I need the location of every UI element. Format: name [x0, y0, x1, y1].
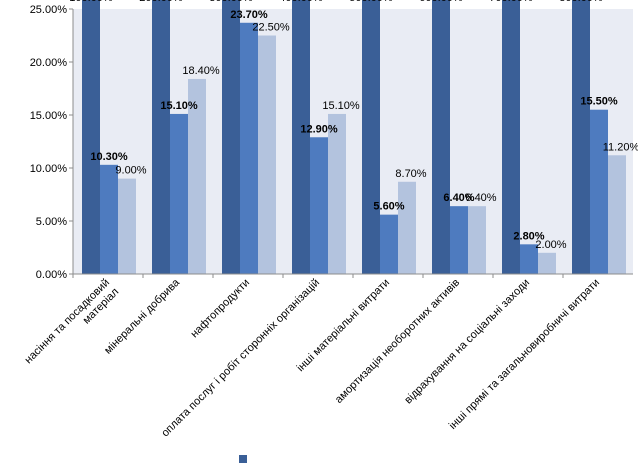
bar-data-label: 700.00% [489, 0, 533, 4]
bar [572, 0, 590, 274]
y-tick-label: 10.00% [30, 163, 68, 175]
bar [590, 109, 608, 274]
bar [328, 113, 346, 274]
category-label: оплата послуг і робіт сторонніх організа… [159, 277, 322, 440]
bar [398, 181, 416, 274]
bar-data-label: 400.00% [279, 0, 323, 4]
bar [82, 0, 100, 274]
bar-data-label: 600.00% [419, 0, 463, 4]
bar [152, 0, 170, 274]
bar [258, 35, 276, 274]
category-label: відрахування на соціальні заходи [402, 277, 532, 407]
bar [310, 137, 328, 274]
bar-data-label: 800.00% [559, 0, 603, 4]
bar-data-label: 6.40% [443, 192, 474, 204]
category-label: нафтопродукти [188, 277, 252, 341]
bar [118, 178, 136, 274]
legend-marker [239, 455, 247, 463]
bar-data-label: 11.20% [603, 141, 638, 153]
x-axis: насіння та посадковийматеріалмінеральні … [23, 273, 633, 440]
y-tick-label: 25.00% [30, 4, 68, 16]
y-tick-label: 20.00% [30, 57, 68, 69]
data-labels-group: 100.00% 200.00% 300.00% 400.00% 500.00% 600.0… [69, 0, 638, 251]
bar-data-label: 2.80% [513, 230, 544, 242]
bar [222, 0, 240, 274]
bar [170, 113, 188, 274]
bar-data-label: 8.70% [395, 168, 426, 180]
bar-data-label: 15.10% [160, 100, 198, 112]
bar [188, 78, 206, 274]
bar-data-label: 15.10% [322, 100, 360, 112]
bar [292, 0, 310, 274]
bar [432, 0, 450, 274]
bar-data-label: 22.50% [252, 22, 290, 34]
bar [450, 206, 468, 274]
bar [362, 0, 380, 274]
bar [502, 0, 520, 274]
bar-data-label: 6.40% [465, 192, 496, 204]
category-label: амортизація необоротних активів [333, 277, 462, 406]
bar-data-label: 18.40% [182, 65, 220, 77]
bar-data-label: 500.00% [349, 0, 393, 4]
bar-data-label: 12.90% [300, 123, 338, 135]
bar [380, 214, 398, 274]
category-label: насіння та посадковийматеріал [23, 277, 122, 376]
bar-data-label: 100.00% [69, 0, 113, 4]
bar [240, 22, 258, 274]
legend [239, 455, 247, 463]
bar [538, 252, 556, 274]
bar-data-label: 15.50% [580, 96, 618, 108]
bar-data-label: 2.00% [535, 239, 566, 251]
y-tick-label: 5.00% [36, 216, 67, 228]
bars-group [82, 0, 626, 274]
y-tick-label: 0.00% [36, 269, 67, 281]
bar-data-label: 300.00% [209, 0, 253, 4]
bar-data-label: 10.30% [90, 151, 128, 163]
bar [520, 244, 538, 274]
bar-data-label: 9.00% [115, 165, 146, 177]
bar-data-label: 200.00% [139, 0, 183, 4]
bar [468, 206, 486, 274]
bar [100, 164, 118, 274]
y-axis: 0.00% 5.00% 10.00% 15.00% 20.00% 25.00% [30, 4, 74, 281]
bar-data-label: 23.70% [230, 9, 268, 21]
bar-data-label: 5.60% [373, 201, 404, 213]
category-label: інші прямі та загальновиробничі витрати [447, 277, 602, 432]
y-tick-label: 15.00% [30, 110, 68, 122]
bar [608, 155, 626, 274]
